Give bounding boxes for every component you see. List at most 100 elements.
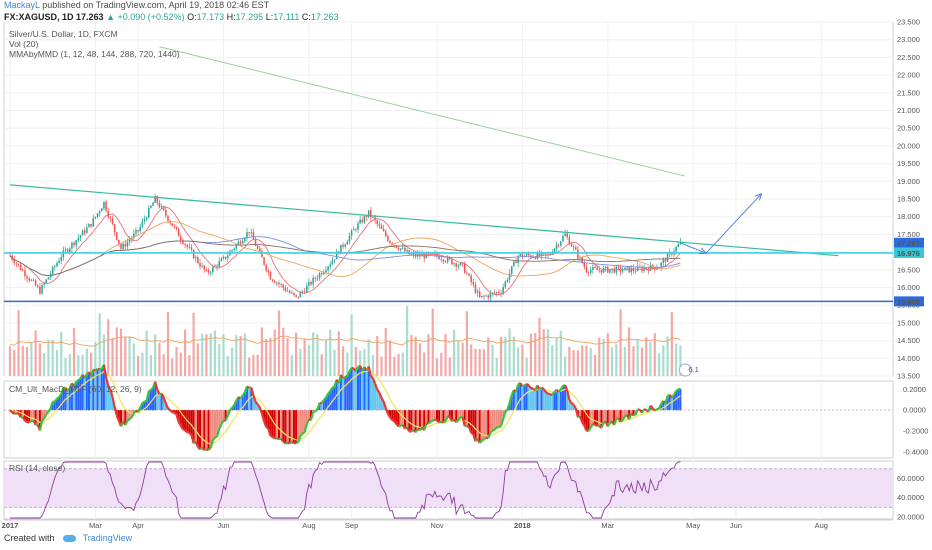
macd-histogram-bar [19,410,22,418]
macd-line-segment [285,441,288,445]
macd-line-segment [58,393,63,398]
candle-body [344,244,346,247]
macd-line-segment [619,419,624,423]
macd-line-segment [126,418,131,422]
macd-histogram-bar [448,410,451,418]
macd-line-segment [246,385,250,389]
candle-body [329,264,332,267]
volume-bar [21,345,24,376]
macd-line-segment [344,374,348,379]
volume-bar [277,310,281,376]
tradingview-link[interactable]: TradingView [82,533,133,543]
macd-histogram-bar [500,410,503,427]
macd-histogram-bar [517,384,520,411]
open-value: 17.173 [196,12,225,22]
candle-body [109,217,112,219]
main-pane-title: Silver/U.S. Dollar, 1D, FXCM [9,29,118,39]
candle-body [71,242,73,249]
macd-histogram-bar [310,410,313,421]
candle-body [513,261,515,267]
macd-histogram-bar [331,387,334,411]
macd-line-segment [209,439,214,449]
macd-histogram-bar [412,410,415,431]
volume-bar [521,344,524,376]
macd-line-segment [214,435,218,439]
volume-bar [606,333,609,376]
macd-histogram-bar [480,410,483,441]
candle-body [568,237,571,245]
macd-histogram-bar [213,410,216,438]
macd-line-segment [206,448,209,452]
macd-histogram-bar [38,410,41,431]
volume-bar [414,336,417,376]
macd-histogram-bar [453,410,456,420]
macd-histogram-bar [591,410,594,424]
candle-body [481,295,483,297]
volume-bar [435,358,439,376]
candle-body [406,250,408,252]
macd-histogram-bar [134,410,137,411]
price-axis-label: 23.500 [897,18,920,27]
macd-line-segment [38,420,44,431]
price-axis-label: 22.000 [897,71,920,80]
macd-line-segment [188,431,193,436]
candle-body [224,256,227,259]
volume-bar [619,309,622,376]
volume-bar [555,337,558,376]
volume-bar [307,345,310,376]
macd-line-segment [493,426,498,431]
volume-bar [273,329,276,376]
candle-body [122,243,124,249]
candle-body [572,246,575,248]
volume-bar [222,334,225,376]
macd-histogram-bar [403,410,406,429]
macd-line-segment [265,426,269,430]
macd-histogram-bar [124,410,127,426]
candle-body [557,244,560,246]
macd-line-segment [53,398,58,403]
macd-histogram-bar [344,377,347,411]
macd-histogram-bar [205,410,208,450]
candle-body [335,251,338,260]
volume-bar [542,329,545,376]
candle-body [517,255,519,264]
author-link[interactable]: MackayL [4,0,40,10]
macd-histogram-bar [427,410,430,424]
macd-histogram-bar [425,410,428,424]
candle-body [305,285,308,293]
macd-line-segment [271,436,276,440]
volume-bar [72,327,76,376]
volume-bar [320,354,323,376]
volume-bar [329,329,332,376]
candle-body [239,241,242,244]
candle-body [90,223,92,227]
volume-bar [465,311,468,376]
macd-histogram-bar [220,410,223,425]
macd-line-segment [124,420,129,426]
macd-line-segment [327,390,332,395]
volume-bar [141,352,144,376]
macd-histogram-bar [267,410,270,429]
macd-line-segment [378,392,383,399]
price-axis-label: 20.000 [897,141,920,150]
macd-histogram-bar [399,410,402,426]
candle-body [73,242,75,246]
macd-histogram-bar [485,410,488,438]
macd-histogram-bar [190,410,193,436]
low-value: 17.111 [273,12,300,22]
candle-body [96,213,99,217]
price-axis-label: 19.000 [897,177,920,186]
macd-line-segment [574,407,579,418]
macd-histogram-bar [350,367,353,411]
candle-body [446,257,449,262]
macd-histogram-bar [551,394,554,411]
macd-line-segment [194,441,199,448]
macd-histogram-bar [369,375,372,411]
macd-line-segment [389,416,394,421]
high-label: H: [226,12,236,22]
candle-body [575,247,577,250]
candle-body [261,251,263,258]
macd-histogram-bar [598,410,601,426]
macd-histogram-bar [254,401,257,411]
